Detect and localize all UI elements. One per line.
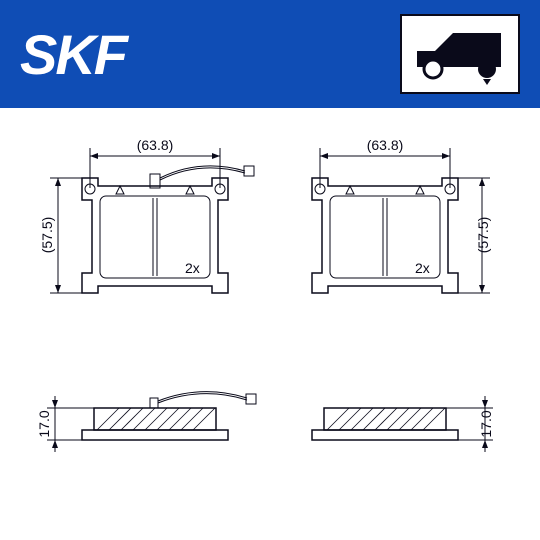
right-qty: 2x xyxy=(415,260,430,276)
right-height-dim: (57.5) xyxy=(475,217,491,254)
technical-drawing: (63.8) (57.5) 2x (63.8) xyxy=(0,108,540,540)
right-pad-side: 17.0 xyxy=(312,396,494,452)
left-width-dim: (63.8) xyxy=(137,137,174,153)
axle-position-icon xyxy=(400,14,520,94)
left-height-dim: (57.5) xyxy=(39,217,55,254)
brand-logo: SKF xyxy=(20,22,126,87)
left-pad-front: (63.8) (57.5) 2x xyxy=(39,137,254,293)
right-thickness-dim: 17.0 xyxy=(478,410,494,437)
left-qty: 2x xyxy=(185,260,200,276)
header-bar: SKF xyxy=(0,0,540,108)
right-pad-front: (63.8) (57.5) 2x xyxy=(312,137,491,293)
right-width-dim: (63.8) xyxy=(367,137,404,153)
left-pad-side: 17.0 xyxy=(36,392,256,452)
left-thickness-dim: 17.0 xyxy=(36,410,52,437)
